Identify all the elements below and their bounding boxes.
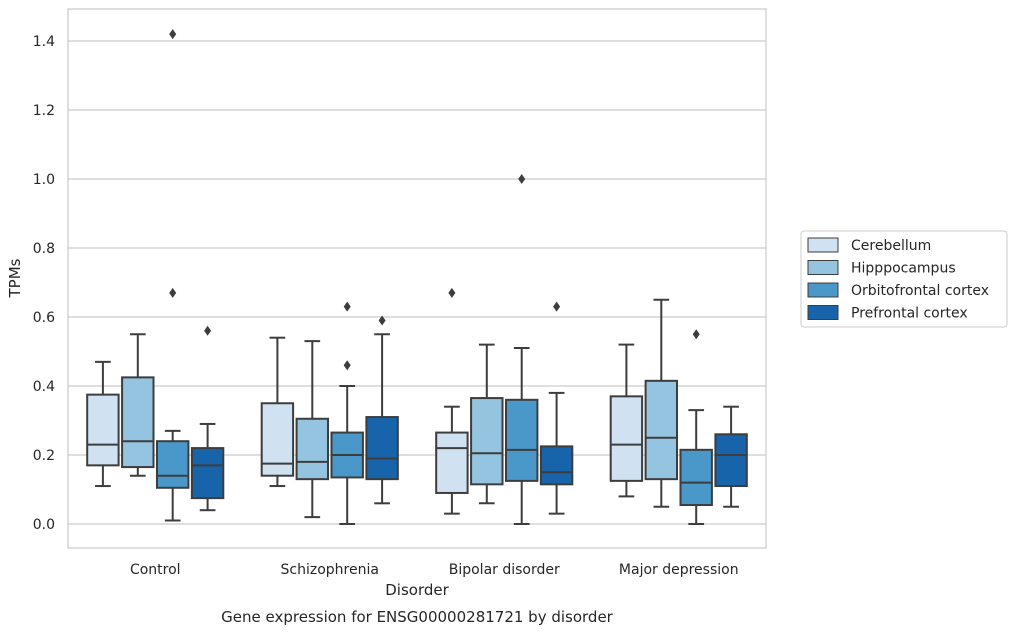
legend-swatch	[807, 260, 839, 275]
legend-label: Prefrontal cortex	[851, 306, 968, 322]
box-group	[190, 325, 225, 512]
outlier-point	[378, 315, 386, 326]
box-iqr	[609, 395, 644, 482]
box-iqr	[86, 393, 120, 467]
x-axis-label: Disorder	[385, 581, 449, 599]
x-tick-label: Major depression	[619, 562, 739, 578]
legend-frame	[800, 230, 1008, 328]
box-group	[86, 360, 120, 488]
outlier-point	[518, 174, 526, 184]
box-iqr	[679, 448, 713, 507]
y-tick-label: 0.4	[33, 379, 55, 395]
y-axis-label: TPMs	[6, 258, 24, 298]
box-iqr	[155, 440, 190, 489]
box-iqr	[435, 431, 469, 494]
y-axis-ticks: 0.0 0.2 0.4 0.6 0.8 1.0 1.2 1.4	[33, 34, 55, 533]
box-iqr	[539, 445, 574, 486]
box-iqr	[260, 402, 295, 477]
box-group	[295, 340, 330, 519]
outlier-point	[343, 301, 351, 312]
box-iqr	[714, 433, 748, 488]
outlier-point	[169, 29, 177, 40]
box-iqr	[644, 379, 679, 481]
box-group	[330, 301, 364, 525]
box-group	[470, 343, 504, 505]
plot-frame	[67, 8, 767, 549]
box-group	[644, 298, 679, 508]
outlier-point	[553, 301, 561, 312]
box-iqr	[470, 397, 504, 486]
box-group	[504, 174, 539, 525]
outlier-point	[343, 360, 351, 371]
box-iqr	[121, 376, 155, 469]
box-group	[121, 333, 155, 477]
outlier-point	[692, 329, 700, 340]
y-tick-label: 1.4	[33, 34, 55, 50]
legend-swatch	[807, 282, 839, 298]
legend-label: Hipppocampus	[851, 261, 956, 277]
box-iqr	[365, 416, 399, 481]
y-tick-label: 1.0	[33, 172, 55, 188]
box-group	[155, 29, 190, 522]
box-group	[365, 315, 399, 505]
outlier-point	[169, 287, 177, 298]
box-group	[539, 301, 574, 515]
box-iqr	[190, 447, 225, 500]
box-group	[260, 336, 295, 488]
legend-swatch	[807, 305, 839, 320]
box-iqr	[504, 398, 539, 482]
x-tick-label: Schizophrenia	[281, 562, 379, 578]
legend-swatch	[807, 237, 839, 253]
box-group	[679, 329, 713, 525]
box-iqr	[295, 417, 330, 481]
y-tick-label: 0.2	[33, 448, 55, 464]
box-group	[609, 343, 644, 498]
legend: Cerebellum Hipppocampus Orbitofrontal cort…	[800, 230, 1008, 328]
y-tick-label: 0.6	[33, 310, 55, 326]
y-tick-label: 0.0	[33, 517, 55, 533]
legend-label: Cerebellum	[851, 238, 931, 254]
box-group	[435, 287, 469, 515]
legend-label: Orbitofrontal cortex	[851, 283, 989, 299]
x-tick-label: Control	[130, 562, 181, 578]
x-axis-ticks: Control Schizophrenia Bipolar disorder Majo…	[130, 562, 739, 578]
y-tick-label: 0.8	[33, 241, 55, 257]
box-groups	[86, 29, 748, 525]
box-group	[714, 405, 748, 508]
chart-caption: Gene expression for ENSG00000281721 by d…	[221, 608, 614, 626]
x-tick-label: Bipolar disorder	[449, 562, 560, 578]
outlier-point	[448, 287, 456, 298]
y-tick-label: 1.2	[33, 103, 55, 119]
outlier-point	[204, 325, 212, 336]
